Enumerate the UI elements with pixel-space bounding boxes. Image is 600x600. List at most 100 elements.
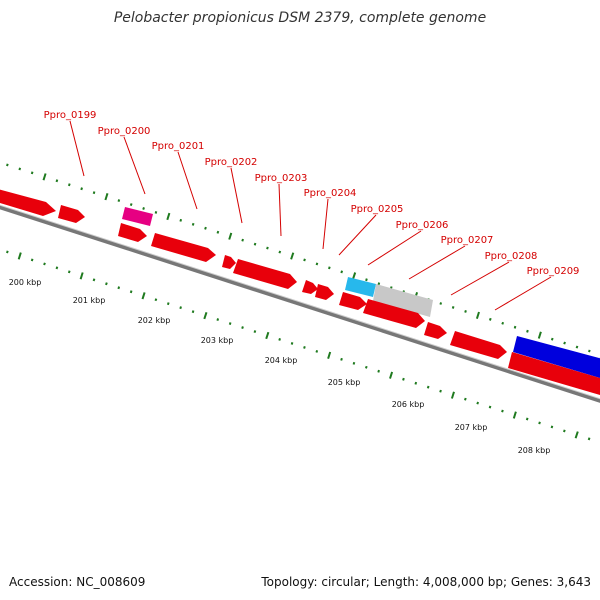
minor-tick — [67, 270, 71, 274]
major-tick — [265, 331, 270, 340]
gene-arrow[interactable] — [339, 292, 367, 310]
gene-label[interactable]: Ppro_0201 — [152, 141, 205, 152]
genome-summary-text: Topology: circular; Length: 4,008,000 bp… — [261, 575, 591, 589]
tick-ring-inner — [6, 250, 591, 441]
major-tick — [327, 351, 332, 359]
gene-arrow[interactable] — [450, 331, 507, 359]
minor-tick — [253, 242, 257, 246]
minor-tick — [377, 282, 381, 286]
minor-tick — [365, 278, 368, 282]
gene-arrow[interactable] — [233, 259, 297, 289]
gene-arrow[interactable] — [0, 187, 56, 216]
rna-feature[interactable] — [122, 207, 153, 226]
minor-tick — [464, 310, 467, 313]
major-tick — [574, 431, 579, 439]
gene-arrow[interactable] — [302, 280, 318, 294]
gene-label[interactable]: Ppro_0205 — [351, 204, 404, 215]
minor-tick — [105, 282, 108, 286]
major-tick — [228, 232, 233, 240]
minor-tick — [587, 437, 591, 441]
gene-labels: Ppro_0199 Ppro_0200 Ppro_0201 Ppro_0202 … — [44, 110, 580, 277]
minor-tick — [488, 317, 492, 321]
minor-tick — [464, 397, 467, 401]
kbp-labels: 200 kbp 201 kbp 202 kbp 203 kbp 204 kbp … — [9, 278, 551, 455]
gene-arrow[interactable] — [424, 322, 447, 339]
kbp-label: 203 kbp — [201, 336, 234, 345]
minor-tick — [451, 306, 455, 309]
genome-backbone-highlight — [0, 204, 600, 400]
minor-tick — [241, 326, 244, 329]
minor-tick — [525, 417, 529, 421]
accession-text: Accession: NC_008609 — [9, 575, 146, 589]
minor-tick — [588, 349, 591, 353]
gene-label[interactable]: Ppro_0209 — [527, 266, 580, 277]
gene-arrow[interactable] — [58, 205, 85, 223]
minor-tick — [179, 306, 182, 310]
gene-arrow[interactable] — [222, 255, 236, 269]
gene-label[interactable]: Ppro_0202 — [205, 157, 258, 168]
major-tick — [537, 331, 542, 339]
genome-backbone — [0, 205, 600, 403]
gene-arrow-blue[interactable] — [513, 336, 600, 381]
major-tick — [512, 411, 517, 419]
minor-tick — [43, 262, 46, 266]
kbp-label: 208 kbp — [518, 446, 551, 455]
minor-tick — [204, 226, 207, 230]
minor-tick — [340, 270, 344, 274]
minor-tick — [80, 187, 83, 191]
gene-arrow-cyan[interactable] — [345, 277, 376, 297]
minor-tick — [30, 258, 34, 262]
tick-ring-outer — [6, 163, 600, 359]
minor-tick — [340, 357, 343, 361]
minor-tick — [414, 381, 418, 385]
minor-tick — [290, 342, 294, 345]
gene-arrow-gray[interactable] — [373, 284, 433, 317]
minor-tick — [30, 171, 34, 175]
minor-tick — [154, 211, 158, 214]
gene-arrow[interactable] — [118, 223, 147, 242]
gene-label[interactable]: Ppro_0208 — [485, 251, 538, 262]
minor-tick — [476, 401, 480, 405]
gene-label[interactable]: Ppro_0206 — [396, 220, 449, 231]
gene-label[interactable]: Ppro_0207 — [441, 235, 494, 246]
major-tick — [141, 292, 146, 300]
outer-strand-features — [0, 187, 600, 381]
minor-tick — [179, 218, 183, 222]
major-tick — [166, 212, 171, 221]
minor-tick — [92, 278, 96, 282]
inner-strand-features — [118, 223, 600, 398]
major-tick — [475, 311, 480, 319]
gene-label[interactable]: Ppro_0199 — [44, 110, 97, 121]
gene-arrow[interactable] — [363, 299, 425, 328]
minor-tick — [117, 199, 121, 202]
major-tick — [42, 173, 47, 181]
minor-tick — [303, 346, 306, 349]
minor-tick — [575, 345, 579, 349]
gene-arrow[interactable] — [315, 284, 334, 300]
minor-tick — [216, 318, 220, 321]
gene-label[interactable]: Ppro_0200 — [98, 126, 151, 137]
minor-tick — [55, 266, 59, 270]
minor-tick — [228, 322, 232, 325]
minor-tick — [129, 290, 133, 294]
minor-tick — [266, 246, 269, 250]
minor-tick — [315, 262, 319, 266]
kbp-label: 204 kbp — [265, 356, 298, 365]
minor-tick — [377, 369, 380, 373]
major-tick — [352, 272, 357, 280]
minor-tick — [253, 330, 257, 334]
major-tick — [203, 311, 208, 320]
minor-tick — [315, 349, 319, 353]
gene-arrow[interactable] — [508, 352, 600, 398]
gene-arrow[interactable] — [151, 233, 216, 262]
minor-tick — [278, 338, 281, 341]
gene-label[interactable]: Ppro_0204 — [304, 188, 357, 199]
gene-label[interactable]: Ppro_0203 — [255, 173, 308, 184]
minor-tick — [191, 310, 195, 314]
minor-tick — [364, 365, 368, 369]
major-tick — [450, 391, 455, 399]
minor-tick — [426, 385, 430, 389]
minor-tick — [501, 409, 504, 413]
minor-tick — [439, 389, 442, 393]
